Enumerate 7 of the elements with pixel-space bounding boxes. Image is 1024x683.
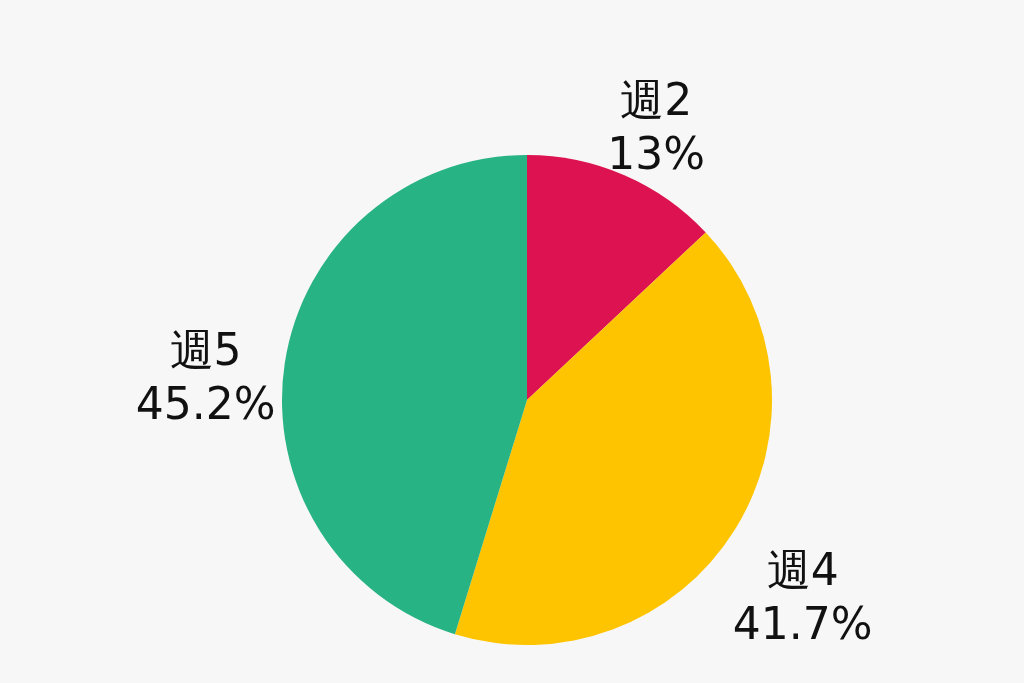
slice-label: 週5 <box>169 323 242 375</box>
data-label: 13% <box>607 127 706 179</box>
pie-slice <box>282 155 527 635</box>
slice-label: 週2 <box>620 73 693 125</box>
slice-label: 週4 <box>766 544 839 596</box>
data-label: 45.2% <box>135 377 276 429</box>
data-label: 41.7% <box>732 598 873 650</box>
